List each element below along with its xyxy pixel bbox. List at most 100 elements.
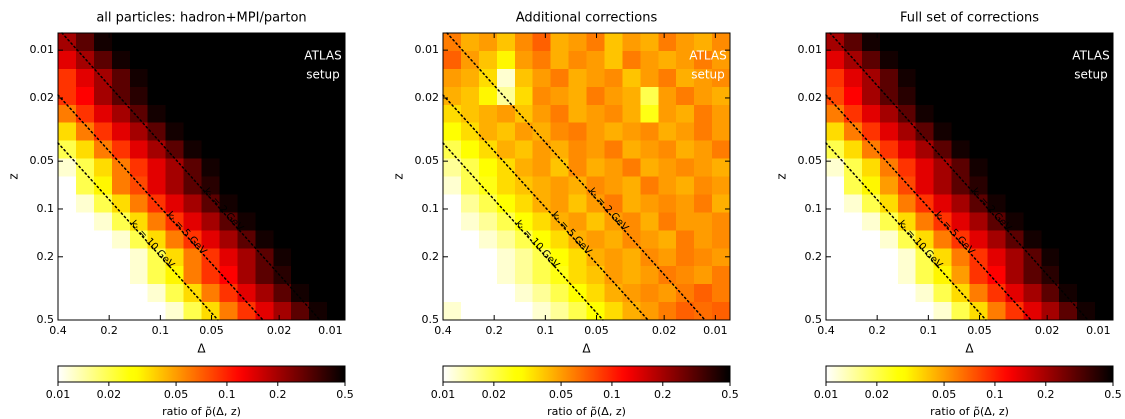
heatmap-cell [327, 158, 346, 177]
heatmap-cell [309, 212, 328, 231]
heatmap-cell [676, 68, 695, 88]
heatmap-cell [640, 50, 659, 70]
y-axis-label: z [392, 173, 406, 179]
heatmap-cell [1005, 212, 1024, 231]
heatmap-cell [550, 122, 569, 142]
heatmap-cell [291, 33, 310, 52]
heatmap-cell [676, 212, 695, 231]
heatmap-cell [147, 194, 167, 213]
heatmap-cell [75, 248, 95, 267]
y-tick-label: 0.01 [415, 43, 440, 56]
heatmap-cell [658, 50, 677, 70]
heatmap-cell [165, 68, 184, 88]
heatmap-cell [460, 158, 480, 177]
heatmap-cell [129, 33, 149, 52]
heatmap-cell [75, 158, 95, 177]
heatmap-cell [183, 86, 202, 106]
heatmap-cell [309, 122, 328, 142]
x-tick-label: 0.1 [537, 324, 555, 337]
heatmap-cell [604, 230, 623, 249]
heatmap-cell [843, 33, 863, 52]
heatmap-cell [219, 122, 238, 142]
heatmap-cell [58, 176, 77, 195]
heatmap-cell [111, 302, 131, 321]
heatmap-cell [460, 194, 480, 213]
heatmap-cell [879, 302, 899, 321]
heatmap-cell [712, 194, 731, 213]
heatmap-cell [1059, 68, 1078, 88]
heatmap-cell [147, 302, 167, 321]
heatmap-cell [550, 50, 569, 70]
heatmap-cell [147, 33, 167, 52]
heatmap-cell [443, 122, 462, 142]
heatmap-cell [915, 86, 935, 106]
heatmap-cell [309, 104, 328, 124]
heatmap-cell [165, 194, 184, 213]
heatmap-cell [951, 248, 970, 267]
y-tick-label: 0.05 [415, 154, 440, 167]
heatmap-cell [532, 176, 552, 195]
heatmap-cell [843, 284, 863, 303]
heatmap-cell [676, 266, 695, 285]
heatmap-cell [568, 122, 587, 142]
heatmap-cell [75, 104, 95, 124]
heatmap-cell [273, 122, 292, 142]
heatmap-cell [165, 50, 184, 70]
heatmap-cell [327, 176, 346, 195]
heatmap-cell [201, 122, 220, 142]
heatmap-cell [201, 194, 220, 213]
heatmap-cell [237, 194, 256, 213]
heatmap-cell [550, 33, 569, 52]
heatmap-cell [1005, 176, 1024, 195]
heatmap-cell [826, 86, 845, 106]
heatmap-cell [969, 140, 988, 159]
heatmap-cell [622, 248, 641, 267]
heatmap-cell [1041, 33, 1060, 52]
heatmap-cell [1005, 158, 1024, 177]
heatmap-cell [219, 158, 238, 177]
heatmap-cell [58, 194, 77, 213]
y-tick-label: 0.1 [422, 202, 440, 215]
heatmap-cell [951, 266, 970, 285]
heatmap-cell [604, 176, 623, 195]
heatmap-cell [514, 158, 534, 177]
heatmap-cell [969, 212, 988, 231]
heatmap-cell [987, 284, 1006, 303]
heatmap-cell [622, 86, 641, 106]
heatmap-cell [951, 33, 970, 52]
x-tick-label: 0.4 [434, 324, 452, 337]
heatmap-cell [658, 140, 677, 159]
heatmap-cell [1041, 68, 1060, 88]
heatmap-cell [1077, 122, 1096, 142]
heatmap-cell [826, 194, 845, 213]
x-axis-label: Δ [197, 342, 206, 356]
heatmap-cell [93, 33, 113, 52]
heatmap-cell [826, 284, 845, 303]
heatmap-cell [640, 284, 659, 303]
heatmap-cell [255, 158, 274, 177]
heatmap-cell [273, 68, 292, 88]
heatmap-cell [478, 140, 498, 159]
heatmap-cell [1095, 50, 1114, 70]
heatmap-cell [1005, 104, 1024, 124]
heatmap-cell [443, 302, 462, 321]
heatmap-cell [58, 230, 77, 249]
heatmap-cell [496, 248, 516, 267]
heatmap-cell [640, 68, 659, 88]
heatmap-cell [694, 86, 713, 106]
heatmap-cell [622, 140, 641, 159]
y-tick-label: 0.05 [798, 154, 823, 167]
heatmap-cell [1041, 104, 1060, 124]
heatmap-cell [861, 50, 881, 70]
heatmap-cell [237, 158, 256, 177]
y-tick-label: 0.01 [798, 43, 823, 56]
heatmap-cell [712, 284, 731, 303]
heatmap-cell [327, 194, 346, 213]
heatmap-cell [826, 230, 845, 249]
heatmap-cell [273, 284, 292, 303]
heatmap-cell [712, 122, 731, 142]
heatmap-cell [897, 68, 917, 88]
heatmap-cell [658, 302, 677, 321]
heatmap-cell [826, 248, 845, 267]
heatmap-cell [658, 230, 677, 249]
